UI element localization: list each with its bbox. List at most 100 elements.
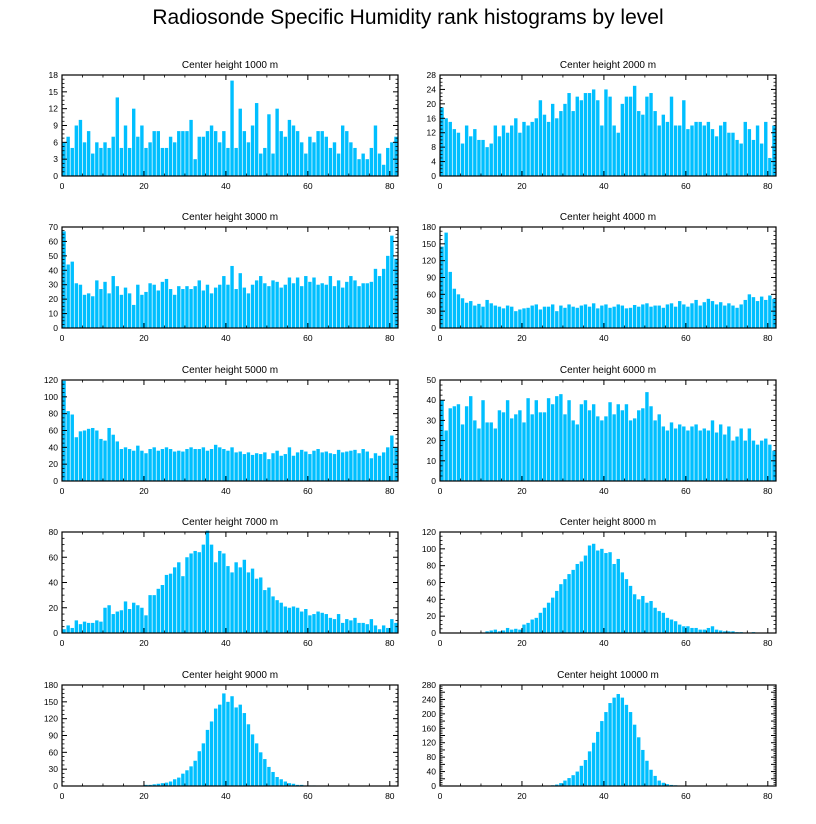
panel-title: Center height 5000 m xyxy=(182,365,278,376)
histogram-bar xyxy=(62,629,66,633)
histogram-bar xyxy=(567,574,571,633)
histogram-bar xyxy=(336,280,341,328)
histogram-bar xyxy=(336,153,341,176)
histogram-bar xyxy=(637,599,641,633)
histogram-bar xyxy=(226,450,230,481)
histogram-bar xyxy=(596,550,600,633)
y-tick-label: 30 xyxy=(49,280,59,290)
histogram-bar xyxy=(238,108,242,176)
histogram-bar xyxy=(185,131,189,176)
panel-title: Center height 8000 m xyxy=(560,517,656,528)
histogram-bar xyxy=(156,588,160,633)
x-tick-label: 60 xyxy=(303,181,313,191)
histogram-bar xyxy=(575,563,579,633)
x-tick-label: 80 xyxy=(385,486,395,496)
histogram-bar xyxy=(168,136,173,176)
histogram-bar xyxy=(661,612,666,633)
histogram-bar xyxy=(477,428,481,481)
y-tick-label: 16 xyxy=(427,113,437,123)
histogram-bar xyxy=(246,572,251,633)
histogram-bar xyxy=(649,93,653,176)
histogram-bar xyxy=(514,311,518,328)
plot-frame xyxy=(439,684,777,787)
histogram-bar xyxy=(213,562,218,633)
histogram-bar xyxy=(616,132,620,176)
x-tick-label: 0 xyxy=(60,333,65,343)
histogram-bar xyxy=(242,454,247,481)
y-tick-label: 20 xyxy=(427,99,437,109)
page-title: Radiosonde Specific Humidity rank histog… xyxy=(152,6,664,29)
histogram-bar xyxy=(189,289,193,328)
histogram-bar xyxy=(279,779,283,786)
histogram-bar xyxy=(82,621,87,633)
histogram-bar xyxy=(727,426,731,481)
histogram-bar xyxy=(172,451,177,481)
histogram-panel-1: Center height 1000 m 0 3 6 9 12 15 18 0 20 40 60 80 xyxy=(49,60,399,191)
histogram-bar xyxy=(353,617,357,633)
histogram-bar xyxy=(369,619,374,633)
histogram-bar xyxy=(530,414,534,481)
histogram-bar xyxy=(596,308,600,328)
histogram-bar xyxy=(464,406,469,481)
histogram-bar xyxy=(230,80,234,176)
histogram-bar xyxy=(222,553,226,633)
histogram-bar xyxy=(160,281,165,328)
histogram-bar xyxy=(300,286,304,328)
histogram-bar xyxy=(197,449,201,481)
histogram-bar xyxy=(637,410,641,481)
histogram-bar xyxy=(394,258,398,328)
histogram-bar xyxy=(764,438,768,481)
histogram-bar xyxy=(460,298,465,328)
histogram-bar xyxy=(706,298,711,328)
histogram-bar xyxy=(267,587,271,633)
y-tick-label: 28 xyxy=(427,70,437,80)
x-tick-label: 20 xyxy=(139,333,149,343)
histogram-bar xyxy=(571,420,575,481)
histogram-bar xyxy=(559,783,563,786)
histogram-bar xyxy=(632,304,637,328)
histogram-bar xyxy=(111,136,115,176)
histogram-bar xyxy=(657,611,661,633)
histogram-bar xyxy=(386,255,390,328)
histogram-bar xyxy=(267,286,271,328)
histogram-bar xyxy=(624,579,629,633)
y-tick-label: 60 xyxy=(427,578,437,588)
histogram-bar xyxy=(641,595,645,633)
histogram-bar xyxy=(727,631,731,633)
histogram-bar xyxy=(718,630,723,634)
histogram-bar xyxy=(132,108,136,176)
histogram-bar xyxy=(357,622,361,633)
histogram-bar xyxy=(612,414,616,481)
histogram-bar xyxy=(193,760,197,786)
histogram-bar xyxy=(213,131,218,176)
histogram-bar xyxy=(518,309,522,328)
histogram-bar xyxy=(579,305,584,328)
panel-title: Center height 2000 m xyxy=(560,60,656,71)
histogram-bar xyxy=(518,629,522,633)
histogram-bar xyxy=(107,147,111,176)
y-tick-label: 40 xyxy=(427,594,437,604)
histogram-bar xyxy=(259,577,263,633)
histogram-bar xyxy=(275,108,279,176)
histogram-bar xyxy=(694,627,698,633)
histogram-bar xyxy=(201,290,206,328)
x-tick-label: 20 xyxy=(139,486,149,496)
histogram-bar xyxy=(103,607,107,633)
histogram-bar xyxy=(304,451,308,481)
x-tick-label: 20 xyxy=(139,791,149,801)
histogram-bar xyxy=(678,624,682,633)
histogram-bar xyxy=(185,286,189,328)
histogram-panel-6: Center height 6000 m 0 10 20 30 40 50 0 20 40 60 80 xyxy=(427,365,777,496)
histogram-bar xyxy=(328,453,333,482)
histogram-bar xyxy=(234,707,238,786)
histogram-bar xyxy=(542,412,547,481)
histogram-bar xyxy=(526,307,530,328)
histogram-bar xyxy=(456,294,461,328)
histogram-bar xyxy=(620,103,625,176)
histogram-bar xyxy=(91,296,95,328)
histogram-bar xyxy=(657,125,661,176)
histogram-bar xyxy=(74,437,79,481)
x-tick-label: 60 xyxy=(303,486,313,496)
histogram-bar xyxy=(99,147,103,176)
histogram-bar xyxy=(136,136,140,176)
